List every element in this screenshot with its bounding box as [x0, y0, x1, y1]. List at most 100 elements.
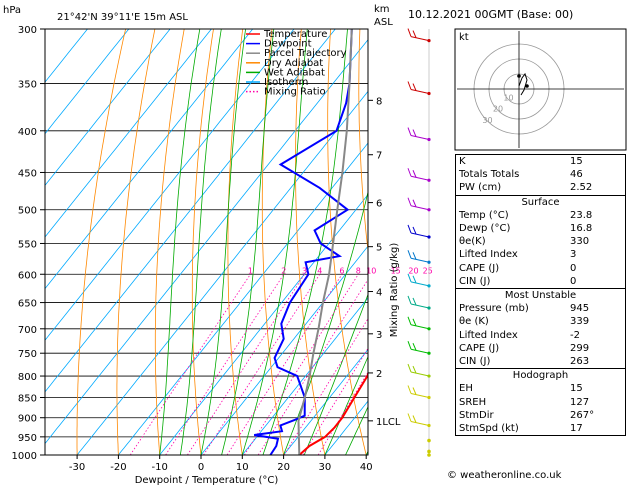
mixing-ratio-label: 4 [317, 266, 322, 275]
wet-adiabat-line [303, 293, 368, 455]
legend-entry: Temperature [263, 29, 327, 40]
temperature-tick-label: 30 [319, 462, 332, 473]
wind-barb [410, 205, 430, 211]
indices-box: K 15 Totals Totals 46 PW (cm) 2.52 [455, 154, 626, 196]
hodograph-point [525, 84, 529, 88]
hodograph-trace [518, 72, 528, 96]
wind-barb [407, 127, 412, 136]
pressure-tick-label: 750 [18, 349, 37, 360]
wind-barb [407, 295, 412, 305]
wind-barb-dot [427, 438, 431, 443]
pressure-unit-label: hPa [3, 5, 21, 16]
wind-barb [407, 168, 412, 177]
height-label: 2 [376, 369, 382, 380]
height-label: 5 [376, 243, 382, 254]
wind-barb [412, 343, 417, 351]
legend-entry: Dry Adiabat [264, 58, 323, 69]
wind-barb-dot [427, 423, 431, 428]
mixing-ratio-line [226, 274, 343, 455]
surface-row: CIN (J) 0 [459, 275, 577, 287]
index-row: K 15 [459, 156, 583, 167]
wet-adiabat-line [200, 29, 246, 455]
temperature-tick-label: -30 [69, 462, 85, 473]
wind-barb [410, 371, 430, 377]
hodograph-stats-title: Hodograph [512, 370, 569, 382]
height-label: 4 [376, 288, 382, 299]
index-row: PW (cm) 2.52 [459, 182, 593, 194]
hodograph-ring-label: 30 [482, 116, 492, 125]
copyright-footer: © weatheronline.co.uk [447, 470, 562, 481]
wind-barb-dot [427, 327, 431, 331]
unstable-row: θe (K) 339 [459, 316, 590, 328]
height-unit-label: km [374, 4, 390, 15]
legend-entry: Mixing Ratio [264, 87, 326, 98]
dry-adiabat-line [154, 29, 185, 455]
wind-barbs [407, 28, 431, 457]
wet-adiabat-line [262, 29, 348, 455]
height-label: 1LCL [376, 417, 401, 428]
datetime-header: 10.12.2021 00GMT (Base: 00) [408, 8, 574, 21]
temperature-line [298, 371, 368, 455]
isotherm-line [45, 29, 336, 393]
mixing-ratio-line [129, 274, 251, 455]
pressure-tick-label: 450 [18, 168, 37, 179]
temperature-tick-label: -10 [152, 462, 168, 473]
wet-adiabat-line [324, 355, 368, 455]
isotherm-line [159, 194, 368, 455]
hodograph-stats-box: Hodograph EH 15 SREH 127 StmDir 267° StmSpd… [455, 368, 626, 437]
isotherm-line [45, 29, 295, 341]
pressure-tick-label: 650 [18, 299, 37, 310]
dry-adiabat-line [358, 29, 368, 255]
wind-barb [410, 175, 430, 181]
isotherm-line [45, 29, 212, 238]
mixing-ratio-line [244, 274, 359, 455]
pressure-tick-label: 350 [18, 80, 37, 91]
plot-frame [44, 28, 369, 456]
hodograph-ring-label: 20 [493, 105, 503, 114]
wind-barb-dot [427, 395, 431, 400]
wind-barb [410, 36, 430, 42]
hodograph-point [517, 74, 521, 78]
wind-barb [410, 393, 430, 398]
surface-title: Surface [521, 196, 560, 208]
wind-barb [410, 135, 430, 141]
dewpoint-line [254, 29, 353, 455]
wind-barb [410, 421, 430, 426]
mixing-ratio-line [257, 278, 368, 455]
isotherm-line [45, 29, 171, 187]
plot-area [45, 29, 449, 455]
hodograph-unit: kt [459, 32, 469, 43]
wind-barb [407, 197, 412, 206]
pressure-tick-label: 600 [18, 270, 37, 281]
isotherm-line [45, 39, 368, 445]
height-unit-label: ASL [374, 17, 393, 28]
legend-entry: Wet Adiabat [264, 67, 325, 78]
hodo-row: EH 15 [459, 383, 583, 395]
hodo-row: StmSpd (kt) 17 [459, 423, 583, 435]
parcel-trajectory-line [297, 29, 353, 455]
wind-barb [407, 250, 412, 259]
wind-barb [410, 324, 430, 330]
surface-row: CAPE (J) 0 [459, 262, 577, 274]
pressure-tick-label: 900 [18, 414, 37, 425]
surface-row: θe(K) 330 [459, 236, 590, 248]
mixing-ratio-line [283, 317, 368, 455]
unstable-row: CIN (J) 263 [459, 356, 590, 368]
wind-barb-dot [427, 453, 431, 457]
wet-adiabat-line [345, 405, 368, 455]
wind-barb-dot [427, 91, 431, 96]
dry-adiabat-line [389, 29, 449, 455]
pressure-tick-label: 800 [18, 372, 37, 383]
isotherm-line [45, 29, 254, 290]
dry-adiabat-line [295, 29, 326, 455]
mixing-ratio-label: 10 [366, 266, 376, 275]
temperature-tick-label: 0 [198, 462, 204, 473]
wind-barb-dot [427, 449, 431, 454]
pressure-tick-label: 850 [18, 393, 37, 404]
isotherm-line [76, 90, 368, 455]
mixing-ratio-label: 20 [408, 266, 418, 275]
surface-row: Temp (°C) 23.8 [459, 209, 593, 221]
wind-barb [412, 318, 417, 326]
unstable-box: Most Unstable Pressure (mb) 945 θe (K) 339… [455, 288, 626, 370]
